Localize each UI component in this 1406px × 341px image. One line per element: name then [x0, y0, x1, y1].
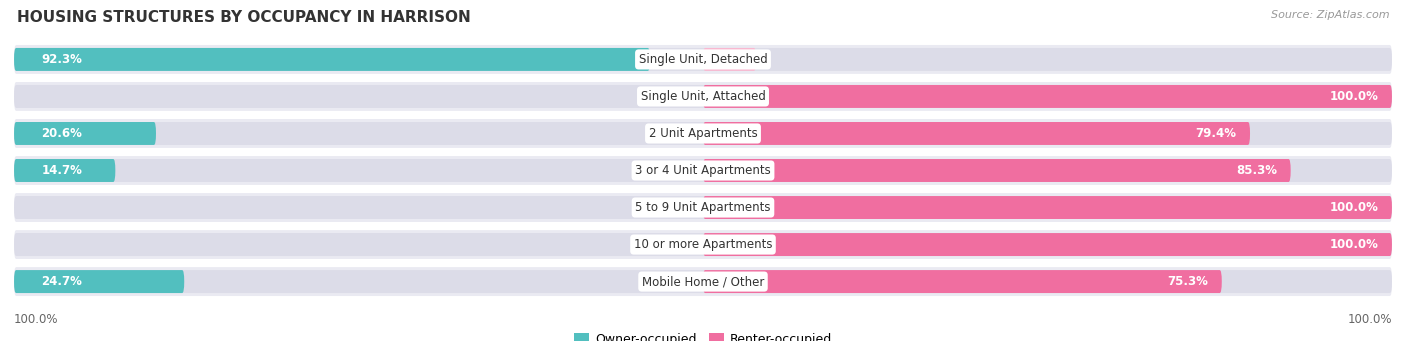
Text: 24.7%: 24.7% — [42, 275, 83, 288]
FancyBboxPatch shape — [14, 233, 1392, 256]
FancyBboxPatch shape — [703, 270, 1222, 293]
Text: 0.0%: 0.0% — [645, 201, 675, 214]
FancyBboxPatch shape — [703, 85, 1392, 108]
FancyBboxPatch shape — [14, 48, 1392, 71]
Text: 3 or 4 Unit Apartments: 3 or 4 Unit Apartments — [636, 164, 770, 177]
Text: 20.6%: 20.6% — [42, 127, 83, 140]
Text: 100.0%: 100.0% — [1329, 90, 1378, 103]
Text: 100.0%: 100.0% — [1329, 238, 1378, 251]
Text: Source: ZipAtlas.com: Source: ZipAtlas.com — [1271, 10, 1389, 20]
Text: Mobile Home / Other: Mobile Home / Other — [641, 275, 765, 288]
Text: 85.3%: 85.3% — [1236, 164, 1277, 177]
Text: 14.7%: 14.7% — [42, 164, 83, 177]
FancyBboxPatch shape — [14, 193, 1392, 222]
Text: 0.0%: 0.0% — [645, 90, 675, 103]
FancyBboxPatch shape — [14, 159, 115, 182]
FancyBboxPatch shape — [14, 156, 1392, 185]
Legend: Owner-occupied, Renter-occupied: Owner-occupied, Renter-occupied — [568, 328, 838, 341]
FancyBboxPatch shape — [14, 45, 1392, 74]
FancyBboxPatch shape — [14, 267, 1392, 296]
Text: 100.0%: 100.0% — [1329, 201, 1378, 214]
Text: 79.4%: 79.4% — [1195, 127, 1236, 140]
Text: 75.3%: 75.3% — [1167, 275, 1208, 288]
Text: 5 to 9 Unit Apartments: 5 to 9 Unit Apartments — [636, 201, 770, 214]
Text: 0.0%: 0.0% — [645, 238, 675, 251]
Text: Single Unit, Attached: Single Unit, Attached — [641, 90, 765, 103]
Text: 2 Unit Apartments: 2 Unit Apartments — [648, 127, 758, 140]
Text: Single Unit, Detached: Single Unit, Detached — [638, 53, 768, 66]
FancyBboxPatch shape — [14, 270, 184, 293]
Text: 92.3%: 92.3% — [42, 53, 83, 66]
FancyBboxPatch shape — [14, 196, 1392, 219]
Text: 100.0%: 100.0% — [14, 313, 59, 326]
Text: HOUSING STRUCTURES BY OCCUPANCY IN HARRISON: HOUSING STRUCTURES BY OCCUPANCY IN HARRI… — [17, 10, 471, 25]
FancyBboxPatch shape — [14, 122, 156, 145]
Text: 7.7%: 7.7% — [710, 53, 742, 66]
FancyBboxPatch shape — [14, 270, 1392, 293]
FancyBboxPatch shape — [14, 230, 1392, 259]
FancyBboxPatch shape — [14, 119, 1392, 148]
FancyBboxPatch shape — [703, 233, 1392, 256]
Text: 100.0%: 100.0% — [1347, 313, 1392, 326]
FancyBboxPatch shape — [14, 48, 650, 71]
Text: 10 or more Apartments: 10 or more Apartments — [634, 238, 772, 251]
FancyBboxPatch shape — [703, 122, 1250, 145]
FancyBboxPatch shape — [703, 48, 756, 71]
FancyBboxPatch shape — [703, 196, 1392, 219]
FancyBboxPatch shape — [14, 159, 1392, 182]
FancyBboxPatch shape — [14, 82, 1392, 111]
FancyBboxPatch shape — [14, 85, 1392, 108]
FancyBboxPatch shape — [703, 159, 1291, 182]
FancyBboxPatch shape — [14, 122, 1392, 145]
